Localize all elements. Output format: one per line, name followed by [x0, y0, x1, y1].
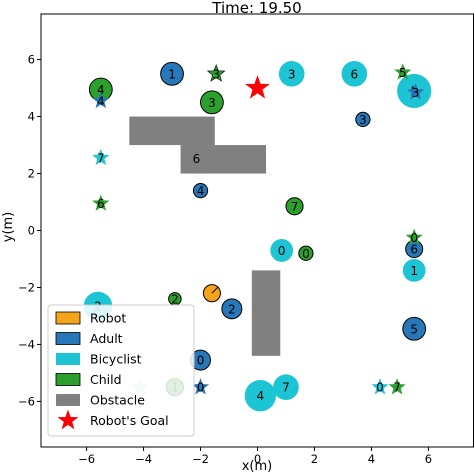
legend-label: Obstacle [90, 393, 145, 408]
legend: Robot Adult Bicyclist Child Obstacle Robot's … [47, 304, 195, 437]
bicyclist-agent [341, 61, 368, 87]
legend-swatch-child [55, 373, 81, 386]
child-goal-star [388, 378, 406, 395]
child-agent [285, 197, 304, 216]
legend-label: Child [90, 372, 122, 387]
adult-agent-id: 6 [410, 243, 418, 257]
child-goal-id: 7 [393, 381, 401, 395]
child-agent-id: 2 [171, 292, 179, 306]
child-goal-id: 6 [97, 197, 105, 211]
bicyclist-agent [273, 374, 299, 400]
child-goal-star [394, 63, 412, 80]
child-goal-star [405, 228, 423, 245]
y-tick-label: 6 [28, 53, 35, 67]
legend-label: Robot's Goal [90, 413, 169, 428]
adult-goal-star [92, 91, 110, 109]
child-agent-id: 3 [208, 96, 216, 110]
bicyclist-agent-id: 1 [410, 264, 418, 278]
bicyclist-agent-id: 4 [257, 389, 265, 403]
x-tick-label: −6 [78, 452, 95, 466]
plot-title: Time: 19.50 [211, 0, 301, 17]
adult-agent-id: 0 [197, 354, 205, 368]
legend-swatch-obstacle [56, 394, 80, 406]
robot-heading [211, 286, 219, 294]
adult-agent-id: 5 [410, 322, 418, 336]
child-agent-id: 7 [291, 200, 299, 214]
x-axis-label: x(m) [242, 459, 273, 474]
x-tick-label: −4 [135, 452, 152, 466]
y-tick-label: 0 [28, 224, 35, 238]
obstacle-rect [129, 116, 215, 146]
adult-goal-id: 4 [97, 94, 105, 108]
robot-goal [245, 75, 270, 99]
bicyclist-agent-id: 0 [278, 244, 286, 258]
adult-agent-id: 3 [359, 113, 367, 127]
legend-box [47, 304, 195, 437]
axis-ticks: −6 −4 −2 0 2 4 6 −6 −4 −2 0 2 4 6 [18, 53, 432, 466]
bicyclist-agent [402, 258, 426, 282]
y-tick-label: −2 [18, 280, 35, 294]
y-tick-label: 4 [28, 110, 35, 124]
adult-agent-id: 2 [228, 302, 236, 316]
bicyclist-agent [244, 380, 277, 412]
x-tick-label: 2 [311, 452, 318, 466]
legend-label: Bicyclist [90, 352, 142, 367]
y-axis-label: y(m) [1, 212, 16, 243]
child-goal-id: 0 [410, 231, 418, 245]
child-agent-id: 0 [302, 247, 310, 261]
legend-swatch-adult [55, 332, 81, 345]
bicyclist-agent-id: 6 [351, 67, 359, 81]
bicyclist-goal-id: 0 [376, 381, 384, 395]
robot-goal-star [245, 75, 270, 99]
adult-goal-star [407, 83, 425, 100]
child-agent [200, 90, 224, 115]
child-goal-star [92, 194, 110, 211]
obstacle-rect [180, 145, 267, 174]
bicyclist-goal-id: 7 [97, 151, 105, 165]
adult-agent [402, 316, 427, 341]
legend-swatch-bicyclist [56, 353, 80, 365]
legend-label: Adult [90, 331, 123, 346]
obstacle-rect [251, 270, 281, 356]
adult-agent [355, 111, 371, 128]
bicyclist-agent-id: 7 [282, 381, 290, 395]
x-tick-label: 6 [425, 452, 432, 466]
child-agent [298, 245, 314, 261]
adult-agent [192, 182, 209, 199]
bicyclist-goal-star [371, 378, 389, 395]
adult-agent-id: 4 [197, 184, 205, 198]
child-goal-id: 5 [399, 66, 407, 80]
x-tick-label: −2 [192, 452, 209, 466]
child-goal-star [206, 63, 226, 82]
x-tick-label: 0 [254, 452, 261, 466]
adult-agent [160, 61, 184, 86]
legend-goal-star [57, 409, 79, 430]
legend-label: Robot [90, 311, 126, 326]
adult-agent-id: 1 [168, 67, 176, 81]
obstacles: 6 [129, 116, 281, 356]
x-tick-label: 4 [368, 452, 375, 466]
child-agent-id: 4 [97, 83, 105, 97]
adult-goal-star [191, 378, 210, 395]
y-tick-label: −4 [18, 337, 35, 351]
legend-swatch-robot [55, 311, 81, 325]
y-tick-label: 2 [28, 167, 35, 181]
robot [202, 284, 221, 303]
bicyclist-agent-id: 3 [288, 67, 296, 81]
bicyclist-agent [278, 61, 305, 87]
child-goal-id: 3 [212, 67, 220, 81]
adult-agent [221, 298, 243, 320]
obstacle-label: 6 [193, 152, 201, 166]
bicyclist-goal-star [92, 148, 110, 166]
y-tick-label: −6 [18, 394, 35, 408]
adult-goal-id: 0 [197, 381, 205, 395]
adult-goal-id: 3 [412, 86, 420, 100]
bicyclist-agent [270, 239, 294, 262]
